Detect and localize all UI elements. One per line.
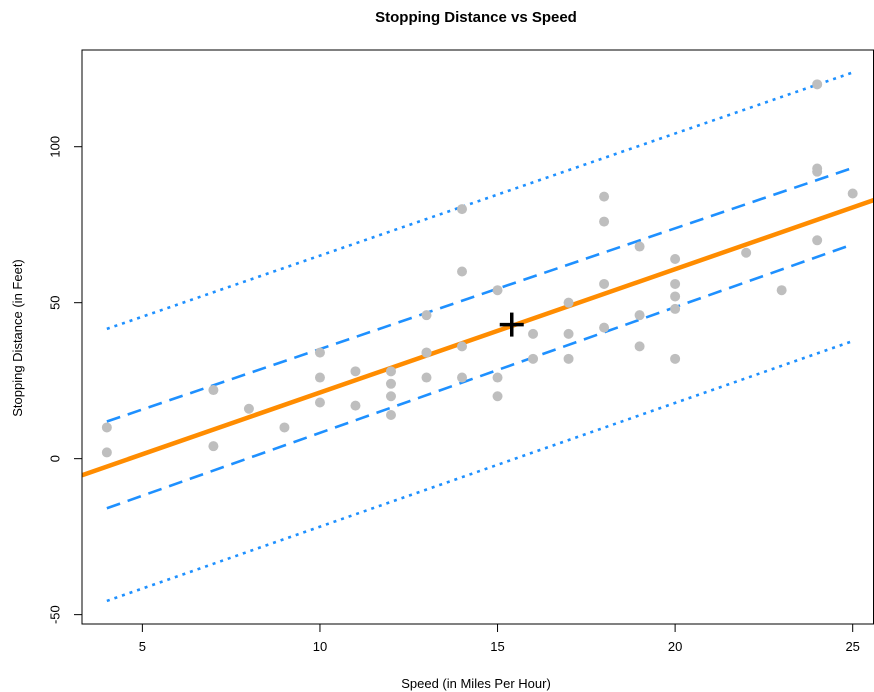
prediction-lower-line: [106, 339, 854, 603]
data-point: [314, 397, 325, 408]
y-tick-label: 100: [47, 136, 62, 158]
data-point: [563, 328, 574, 339]
x-tick-label: 15: [490, 639, 504, 654]
data-point: [599, 278, 610, 289]
data-point: [421, 310, 432, 321]
data-point: [208, 441, 219, 452]
points-layer: [101, 79, 858, 458]
prediction-upper-line: [106, 71, 854, 331]
data-point: [670, 291, 681, 302]
mean-layer: [499, 312, 524, 337]
data-point: [492, 285, 503, 296]
fit-line: [82, 197, 874, 478]
data-point: [314, 347, 325, 358]
data-point: [350, 400, 361, 411]
data-point: [741, 247, 752, 258]
x-tick-label: 20: [668, 639, 682, 654]
data-point: [457, 341, 468, 352]
axes-layer: 5 10 15 20 25 -50 0 50 100: [47, 49, 874, 654]
data-point: [421, 372, 432, 383]
data-point: [528, 328, 539, 339]
data-point: [599, 191, 610, 202]
data-point: [563, 353, 574, 364]
data-point: [208, 385, 219, 396]
data-point: [812, 79, 823, 90]
data-point: [670, 303, 681, 314]
data-point: [314, 372, 325, 383]
data-point: [634, 310, 645, 321]
data-point: [812, 235, 823, 246]
data-point: [634, 241, 645, 252]
y-tick-label: 50: [47, 295, 62, 309]
y-axis-label: Stopping Distance (in Feet): [10, 259, 25, 417]
data-point: [812, 163, 823, 174]
data-point: [492, 372, 503, 383]
confidence-upper-line: [106, 166, 854, 423]
data-point: [634, 341, 645, 352]
x-tick-label: 10: [313, 639, 327, 654]
data-point: [385, 366, 396, 377]
chart-title: Stopping Distance vs Speed: [375, 9, 577, 26]
data-point: [670, 254, 681, 265]
data-point: [528, 353, 539, 364]
data-point: [457, 204, 468, 215]
y-tick-label: 0: [47, 455, 62, 462]
data-point: [385, 409, 396, 420]
data-point: [101, 447, 112, 458]
data-point: [279, 422, 290, 433]
x-tick-label: 25: [845, 639, 859, 654]
x-tick-label: 5: [139, 639, 146, 654]
data-point: [457, 266, 468, 277]
data-point: [421, 347, 432, 358]
x-axis-label: Speed (in Miles Per Hour): [401, 676, 551, 691]
data-point: [847, 188, 858, 199]
data-point: [599, 216, 610, 227]
y-tick-label: -50: [47, 605, 62, 624]
series-layer: [82, 71, 874, 603]
data-point: [599, 322, 610, 333]
data-point: [776, 285, 787, 296]
data-point: [101, 422, 112, 433]
data-point: [670, 353, 681, 364]
confidence-lower-line: [106, 243, 854, 510]
data-point: [385, 378, 396, 389]
data-point: [385, 391, 396, 402]
data-point: [350, 366, 361, 377]
data-point: [243, 403, 254, 414]
data-point: [670, 278, 681, 289]
data-point: [492, 391, 503, 402]
data-point: [457, 372, 468, 383]
data-point: [563, 297, 574, 308]
